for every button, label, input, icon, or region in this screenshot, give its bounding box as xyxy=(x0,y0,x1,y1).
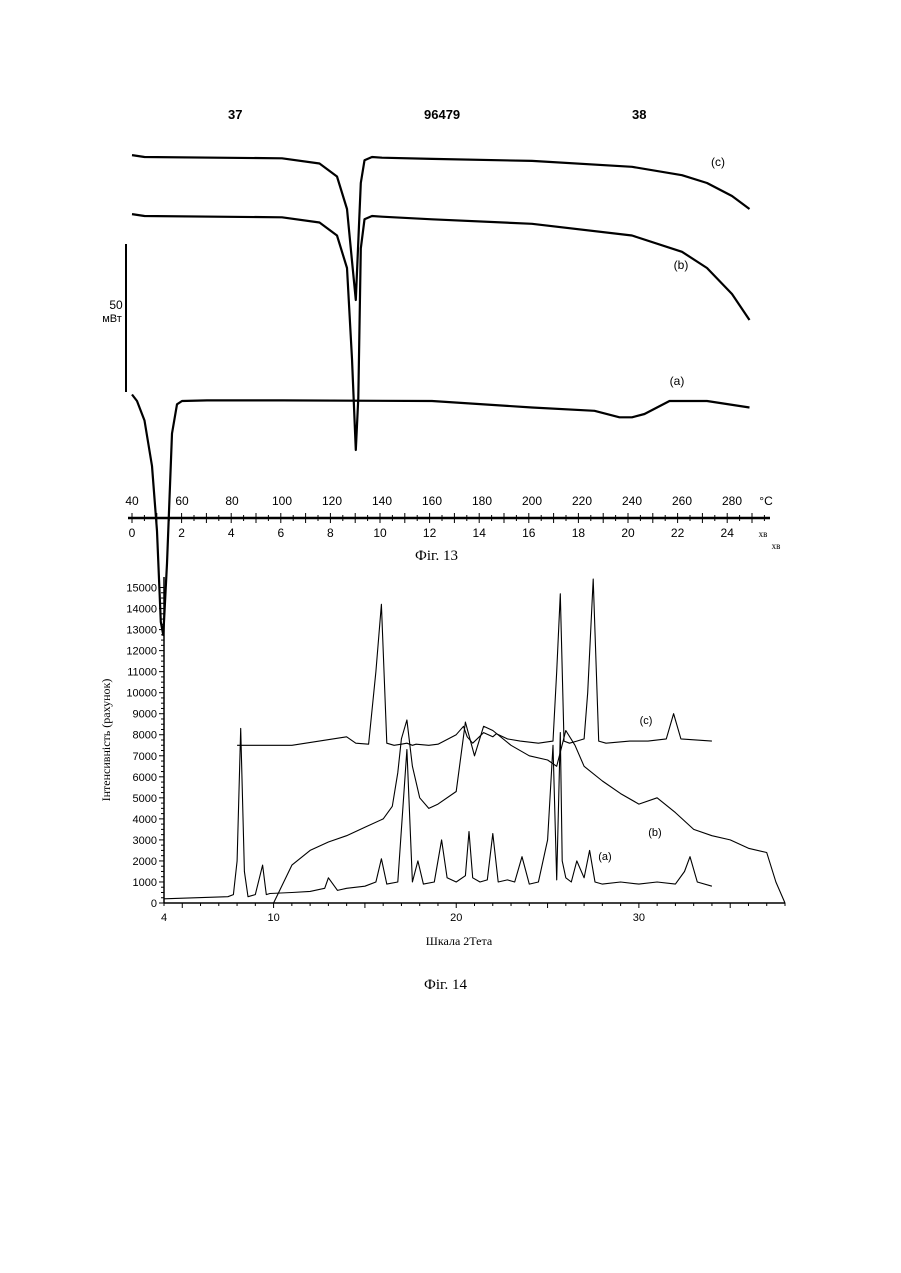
dsc-time-tick-label: 2 xyxy=(178,526,185,540)
dsc-series-label: (b) xyxy=(674,258,689,272)
xrd-x-tick-label: 4 xyxy=(161,912,167,924)
dsc-temperature-tick-label: 280 xyxy=(722,494,742,508)
xrd-y-tick-label: 7000 xyxy=(133,751,157,763)
dsc-series-line xyxy=(132,155,750,300)
xrd-y-tick-label: 12000 xyxy=(126,646,157,658)
xrd-y-tick-label: 5000 xyxy=(133,793,157,805)
dsc-time-tick-label: 4 xyxy=(228,526,235,540)
dsc-temperature-tick-label: 260 xyxy=(672,494,692,508)
dsc-temperature-tick-label: 160 xyxy=(422,494,442,508)
xrd-y-tick-label: 6000 xyxy=(133,772,157,784)
xrd-y-tick-label: 4000 xyxy=(133,814,157,826)
xrd-y-tick-label: 9000 xyxy=(133,709,157,721)
dsc-temperature-tick-label: 200 xyxy=(522,494,542,508)
xrd-y-tick-label: 1000 xyxy=(133,877,157,889)
xrd-series-label: (c) xyxy=(640,715,653,727)
dsc-temperature-tick-label: 120 xyxy=(322,494,342,508)
dsc-temperature-tick-label: 40 xyxy=(125,494,139,508)
xrd-x-axis-title: Шкала 2Тета xyxy=(426,934,493,948)
xrd-y-axis-title: Інтенсивність (рахунок) xyxy=(99,679,113,802)
dsc-temperature-tick-label: 240 xyxy=(622,494,642,508)
dsc-time-unit: хв xyxy=(759,529,768,539)
xrd-x-tick-label: 30 xyxy=(633,912,645,924)
xrd-y-tick-label: 11000 xyxy=(127,667,157,679)
xrd-series-label: (b) xyxy=(648,827,661,839)
dsc-temperature-tick-label: 60 xyxy=(175,494,189,508)
dsc-time-tick-label: 10 xyxy=(373,526,387,540)
xrd-y-tick-label: 10000 xyxy=(126,688,157,700)
xrd-y-tick-label: 14000 xyxy=(126,604,157,616)
dsc-time-tick-label: 20 xyxy=(621,526,635,540)
dsc-temperature-tick-label: 100 xyxy=(272,494,292,508)
xrd-x-tick-label: 20 xyxy=(450,912,462,924)
xrd-series-line xyxy=(274,720,785,903)
xrd-y-tick-label: 0 xyxy=(151,898,157,910)
dsc-time-tick-label: 14 xyxy=(473,526,487,540)
dsc-series-line xyxy=(132,395,750,636)
dsc-time-tick-label: 24 xyxy=(721,526,735,540)
xrd-series-line xyxy=(164,728,712,898)
dsc-scale-value: 50 xyxy=(109,298,123,312)
xrd-y-tick-label: 2000 xyxy=(133,856,157,868)
xrd-x-tick-label: 10 xyxy=(267,912,279,924)
dsc-time-tick-label: 22 xyxy=(671,526,685,540)
xrd-y-tick-label: 8000 xyxy=(133,730,157,742)
dsc-time-tick-label: 6 xyxy=(277,526,284,540)
figure-14-caption: Фіг. 14 xyxy=(424,977,467,994)
dsc-temperature-tick-label: 80 xyxy=(225,494,239,508)
xrd-y-tick-label: 13000 xyxy=(126,625,157,637)
figure-13-caption: Фіг. 13 xyxy=(415,548,458,565)
dsc-time-tick-label: 12 xyxy=(423,526,437,540)
xrd-y-tick-label: 3000 xyxy=(133,835,157,847)
dsc-series-label: (a) xyxy=(670,374,685,388)
dsc-time-tick-label: 0 xyxy=(129,526,136,540)
dsc-temperature-tick-label: 220 xyxy=(572,494,592,508)
dsc-series-line xyxy=(132,214,750,450)
dsc-time-tick-label: 8 xyxy=(327,526,334,540)
dsc-time-tick-label: 18 xyxy=(572,526,586,540)
dsc-temperature-tick-label: 140 xyxy=(372,494,392,508)
dsc-temperature-unit: °C xyxy=(759,494,773,508)
dsc-scale-unit: мВт xyxy=(102,313,122,325)
xrd-y-tick-label: 15000 xyxy=(126,583,157,595)
xrd-series-label: (a) xyxy=(598,851,611,863)
dsc-series-label: (c) xyxy=(711,155,725,169)
dsc-temperature-tick-label: 180 xyxy=(472,494,492,508)
dsc-time-unit-repeat: хв xyxy=(772,541,781,551)
dsc-time-tick-label: 16 xyxy=(522,526,536,540)
